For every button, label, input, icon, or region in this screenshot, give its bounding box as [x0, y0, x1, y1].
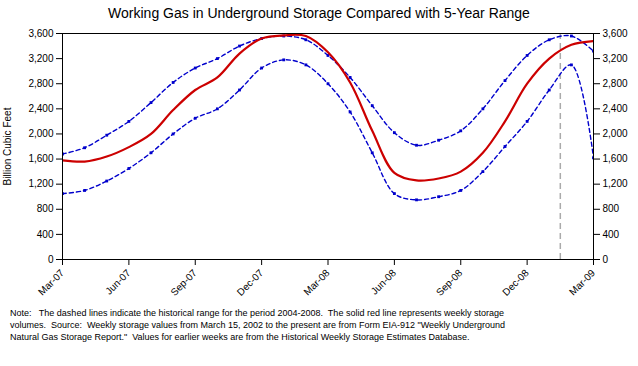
svg-text:2,400: 2,400 — [603, 103, 628, 114]
svg-text:Dec-07: Dec-07 — [235, 267, 266, 298]
svg-text:Billion Cubic Feet: Billion Cubic Feet — [2, 107, 13, 185]
svg-text:3,600: 3,600 — [28, 28, 53, 39]
svg-text:800: 800 — [37, 203, 54, 214]
svg-text:Jun-07: Jun-07 — [103, 267, 133, 297]
svg-text:Sep-08: Sep-08 — [434, 267, 465, 298]
svg-text:3,200: 3,200 — [28, 53, 53, 64]
svg-text:3,200: 3,200 — [603, 53, 628, 64]
svg-text:Mar-08: Mar-08 — [301, 267, 331, 297]
svg-text:2,800: 2,800 — [603, 78, 628, 89]
svg-text:1,200: 1,200 — [28, 178, 53, 189]
svg-text:1,600: 1,600 — [603, 153, 628, 164]
svg-text:Mar-07: Mar-07 — [36, 267, 66, 297]
svg-text:400: 400 — [37, 229, 54, 240]
svg-text:1,600: 1,600 — [28, 153, 53, 164]
html-text:Note: The dashed lines indicat: Note: The dashed lines indicate the hist… — [10, 308, 506, 342]
svg-text:Dec-08: Dec-08 — [500, 267, 531, 298]
svg-text:400: 400 — [603, 229, 620, 240]
svg-text:2,000: 2,000 — [603, 128, 628, 139]
html-text:Working Gas in Underground Sto: Working Gas in Underground Storage Compa… — [108, 5, 530, 21]
svg-text:800: 800 — [603, 203, 620, 214]
svg-text:2,000: 2,000 — [28, 128, 53, 139]
svg-text:2,400: 2,400 — [28, 103, 53, 114]
svg-text:Jun-08: Jun-08 — [369, 267, 399, 297]
svg-text:Mar-09: Mar-09 — [567, 267, 597, 297]
svg-text:3,600: 3,600 — [603, 28, 628, 39]
svg-text:2,800: 2,800 — [28, 78, 53, 89]
svg-text:1,200: 1,200 — [603, 178, 628, 189]
svg-text:0: 0 — [603, 254, 609, 265]
svg-text:Sep-07: Sep-07 — [168, 267, 199, 298]
svg-text:0: 0 — [48, 254, 54, 265]
